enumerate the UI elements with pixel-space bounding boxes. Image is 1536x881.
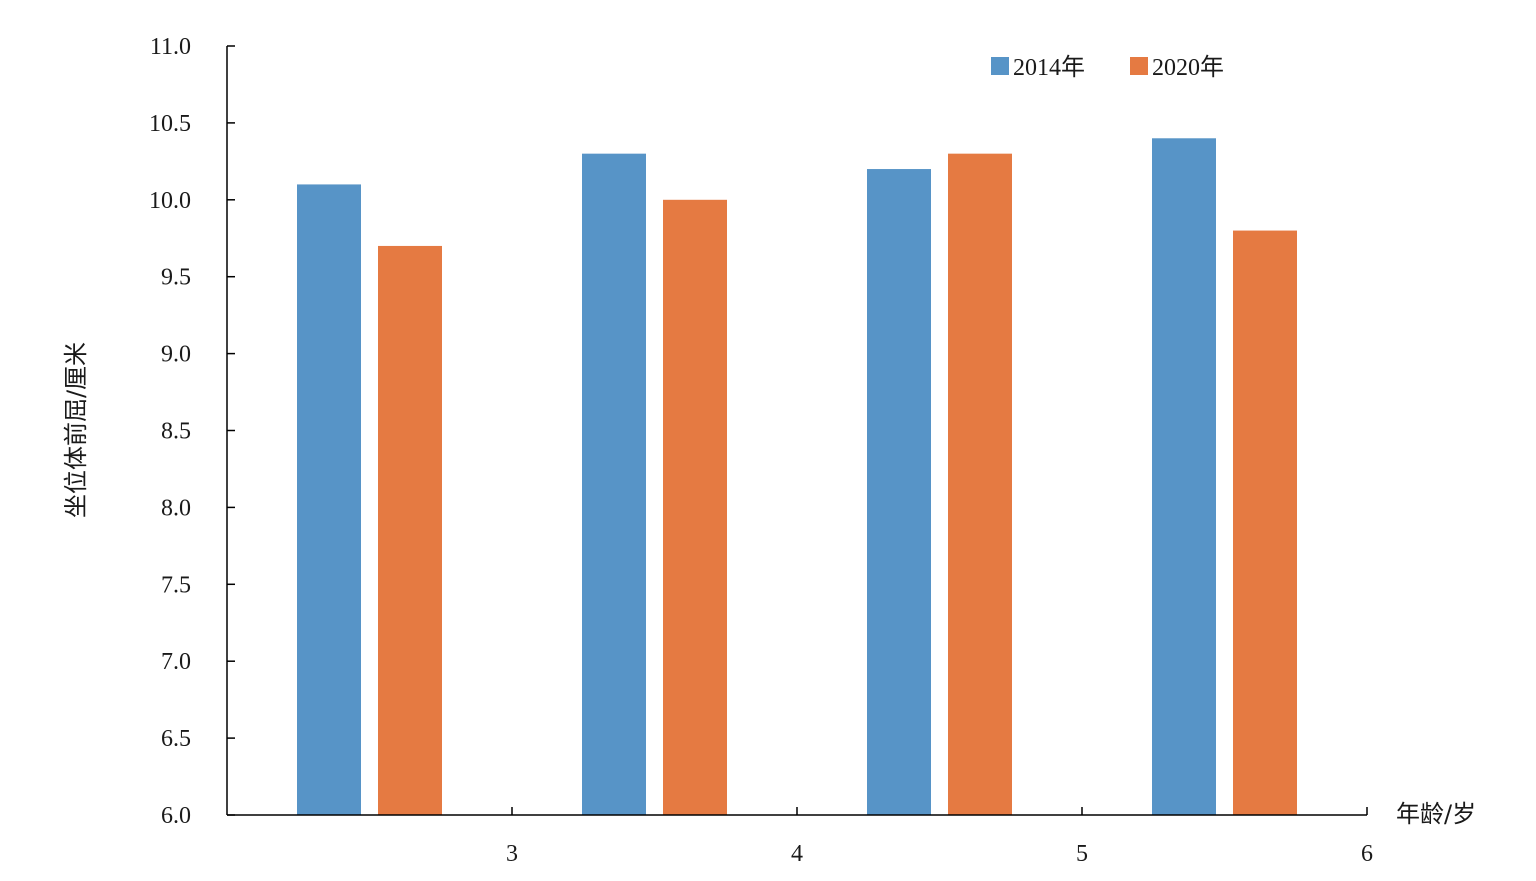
bar-series1 xyxy=(297,184,361,816)
bar-series2 xyxy=(1233,230,1297,815)
y-tick-label: 10.0 xyxy=(149,188,191,214)
x-tick-label: 6 xyxy=(1361,841,1373,867)
x-tick-label: 4 xyxy=(791,841,803,867)
y-tick-label: 6.5 xyxy=(161,726,191,752)
legend-swatch xyxy=(1130,57,1148,75)
bar-series2 xyxy=(948,153,1012,815)
y-axis-title: 坐位体前屈/厘米 xyxy=(62,342,90,518)
y-tick-label: 9.5 xyxy=(161,265,191,291)
bar-series1 xyxy=(867,169,931,816)
y-tick-label: 6.0 xyxy=(161,803,191,829)
bar-series2 xyxy=(378,245,442,815)
x-tick-label: 3 xyxy=(506,841,518,867)
y-tick-label: 11.0 xyxy=(150,34,191,60)
bars-group xyxy=(297,138,1297,816)
bar-series2 xyxy=(663,199,727,816)
y-tick-label: 7.0 xyxy=(161,649,191,675)
x-axis-title: 年龄/岁 xyxy=(1396,800,1476,828)
bar-series1 xyxy=(582,153,646,815)
legend-label: 2014年 xyxy=(1013,54,1085,81)
y-tick-label: 7.5 xyxy=(161,572,191,598)
y-tick-label: 9.0 xyxy=(161,342,191,368)
legend-swatch xyxy=(991,57,1009,75)
bar-series1 xyxy=(1152,138,1216,815)
y-tick-label: 8.0 xyxy=(161,495,191,521)
legend: 2014年 2020年 xyxy=(991,54,1224,81)
y-tick-label: 10.5 xyxy=(149,111,191,137)
x-tick-label: 5 xyxy=(1076,841,1088,867)
x-ticks-group: 3 4 5 6 xyxy=(506,807,1373,867)
legend-label: 2020年 xyxy=(1152,54,1224,81)
y-tick-label: 8.5 xyxy=(161,419,191,445)
y-ticks-group: 6.0 6.5 7.0 7.5 8.0 8.5 9.0 9.5 10.0 10.5 11.0 xyxy=(149,34,235,829)
